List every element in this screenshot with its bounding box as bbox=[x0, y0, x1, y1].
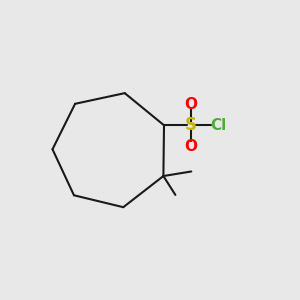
Text: O: O bbox=[184, 97, 197, 112]
Text: Cl: Cl bbox=[210, 118, 226, 133]
Text: O: O bbox=[184, 139, 197, 154]
Text: S: S bbox=[185, 116, 197, 134]
